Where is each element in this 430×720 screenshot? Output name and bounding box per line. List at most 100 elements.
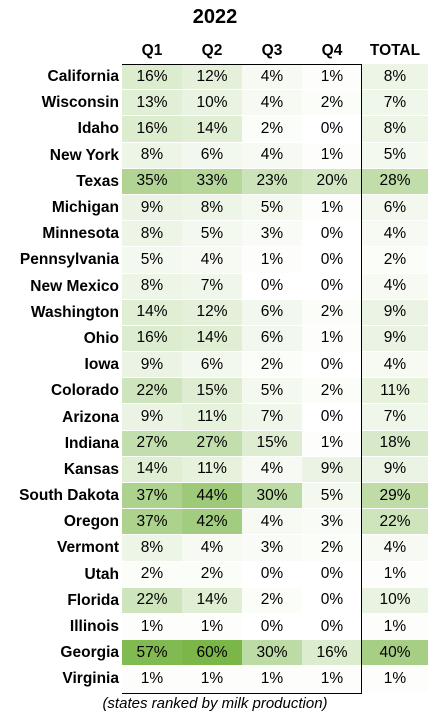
data-cell: 16% [122, 64, 182, 91]
table-row: Idaho 16% 14% 2% 0% 8% [4, 116, 428, 143]
table-row: Virginia 1% 1% 1% 1% 1% [4, 666, 428, 693]
row-label: Washington [30, 303, 119, 321]
total-cell: 5% [362, 142, 428, 169]
total-cell: 9% [362, 456, 428, 483]
total-cell: 18% [362, 430, 428, 457]
data-cell: 2% [242, 587, 302, 614]
data-cell: 11% [182, 456, 242, 483]
row-label: Florida [67, 591, 119, 609]
total-cell: 11% [362, 378, 428, 405]
total-cell: 1% [362, 666, 428, 693]
data-cell: 1% [302, 325, 362, 353]
table-row: Colorado 22% 15% 5% 2% 11% [4, 378, 428, 405]
table-row: South Dakota 37% 44% 30% 5% 29% [4, 483, 428, 510]
total-cell: 4% [362, 535, 428, 562]
header-corner [4, 38, 122, 64]
data-cell: 4% [182, 535, 242, 562]
column-header-q3: Q3 [261, 42, 283, 59]
data-cell: 15% [242, 430, 302, 457]
data-cell: 7% [242, 404, 302, 431]
data-cell: 0% [242, 613, 302, 641]
data-cell: 27% [182, 430, 242, 457]
data-cell: 4% [242, 509, 302, 536]
data-cell: 1% [302, 142, 362, 169]
data-cell: 1% [302, 430, 362, 457]
table-row: Arizona 9% 11% 7% 0% 7% [4, 404, 428, 431]
data-cell: 0% [242, 273, 302, 300]
total-cell: 4% [362, 273, 428, 300]
total-cell: 7% [362, 90, 428, 117]
data-cell: 8% [122, 273, 182, 300]
total-cell: 28% [362, 168, 428, 195]
data-cell: 60% [182, 640, 242, 667]
data-cell: 1% [122, 666, 182, 693]
row-label: Colorado [50, 382, 119, 400]
data-cell: 16% [122, 325, 182, 353]
data-cell: 14% [182, 587, 242, 614]
data-cell: 9% [122, 404, 182, 431]
data-cell: 8% [182, 194, 242, 222]
data-cell: 4% [242, 64, 302, 91]
data-cell: 0% [302, 613, 362, 641]
row-label: Indiana [64, 434, 119, 452]
data-cell: 8% [122, 535, 182, 562]
total-cell: 4% [362, 352, 428, 379]
row-label: Iowa [84, 356, 119, 374]
data-cell: 6% [242, 299, 302, 326]
data-cell: 6% [242, 325, 302, 353]
data-cell: 7% [182, 273, 242, 300]
data-cell: 5% [242, 378, 302, 405]
total-cell: 9% [362, 325, 428, 353]
table-body: California 16% 12% 4% 1% 8% Wisconsin 13% 10% 4% 2… [4, 64, 428, 693]
column-header-q4: Q4 [321, 42, 343, 59]
data-cell: 0% [242, 561, 302, 588]
data-cell: 14% [182, 325, 242, 353]
data-cell: 12% [182, 64, 242, 91]
data-cell: 6% [182, 352, 242, 379]
data-cell: 2% [182, 561, 242, 588]
data-cell: 9% [302, 456, 362, 483]
table-row: Illinois 1% 1% 0% 0% 1% [4, 613, 428, 641]
table-row: Utah 2% 2% 0% 0% 1% [4, 561, 428, 588]
data-cell: 2% [242, 352, 302, 379]
row-label: Vermont [56, 539, 119, 557]
row-label: Ohio [83, 329, 119, 347]
data-cell: 5% [182, 221, 242, 248]
row-label: Kansas [63, 460, 119, 478]
data-cell: 22% [122, 587, 182, 614]
table-row: Florida 22% 14% 2% 0% 10% [4, 587, 428, 614]
table-row: Michigan 9% 8% 5% 1% 6% [4, 194, 428, 222]
row-label: Michigan [51, 199, 119, 217]
data-cell: 0% [302, 404, 362, 431]
data-cell: 0% [302, 247, 362, 274]
total-cell: 4% [362, 221, 428, 248]
total-cell: 6% [362, 194, 428, 222]
row-label: Georgia [60, 644, 119, 662]
total-cell: 2% [362, 247, 428, 274]
total-cell: 10% [362, 587, 428, 614]
row-label: South Dakota [19, 487, 119, 505]
data-cell: 30% [242, 483, 302, 510]
data-cell: 0% [302, 273, 362, 300]
data-cell: 3% [242, 221, 302, 248]
data-cell: 0% [302, 352, 362, 379]
data-cell: 1% [302, 64, 362, 91]
data-cell: 1% [182, 613, 242, 641]
data-cell: 0% [302, 116, 362, 143]
data-cell: 9% [122, 194, 182, 222]
data-cell: 11% [182, 404, 242, 431]
table-row: New York 8% 6% 4% 1% 5% [4, 142, 428, 169]
data-cell: 5% [302, 483, 362, 510]
data-cell: 44% [182, 483, 242, 510]
data-cell: 37% [122, 483, 182, 510]
total-cell: 8% [362, 64, 428, 91]
row-label: Texas [76, 172, 119, 190]
data-cell: 0% [302, 561, 362, 588]
header-row: Q1 Q2 Q3 Q4 TOTAL [4, 38, 428, 64]
row-label: Oregon [63, 513, 119, 531]
data-cell: 2% [302, 535, 362, 562]
total-cell: 29% [362, 483, 428, 510]
table-row: Oregon 37% 42% 4% 3% 22% [4, 509, 428, 536]
data-cell: 9% [122, 352, 182, 379]
total-cell: 22% [362, 509, 428, 536]
